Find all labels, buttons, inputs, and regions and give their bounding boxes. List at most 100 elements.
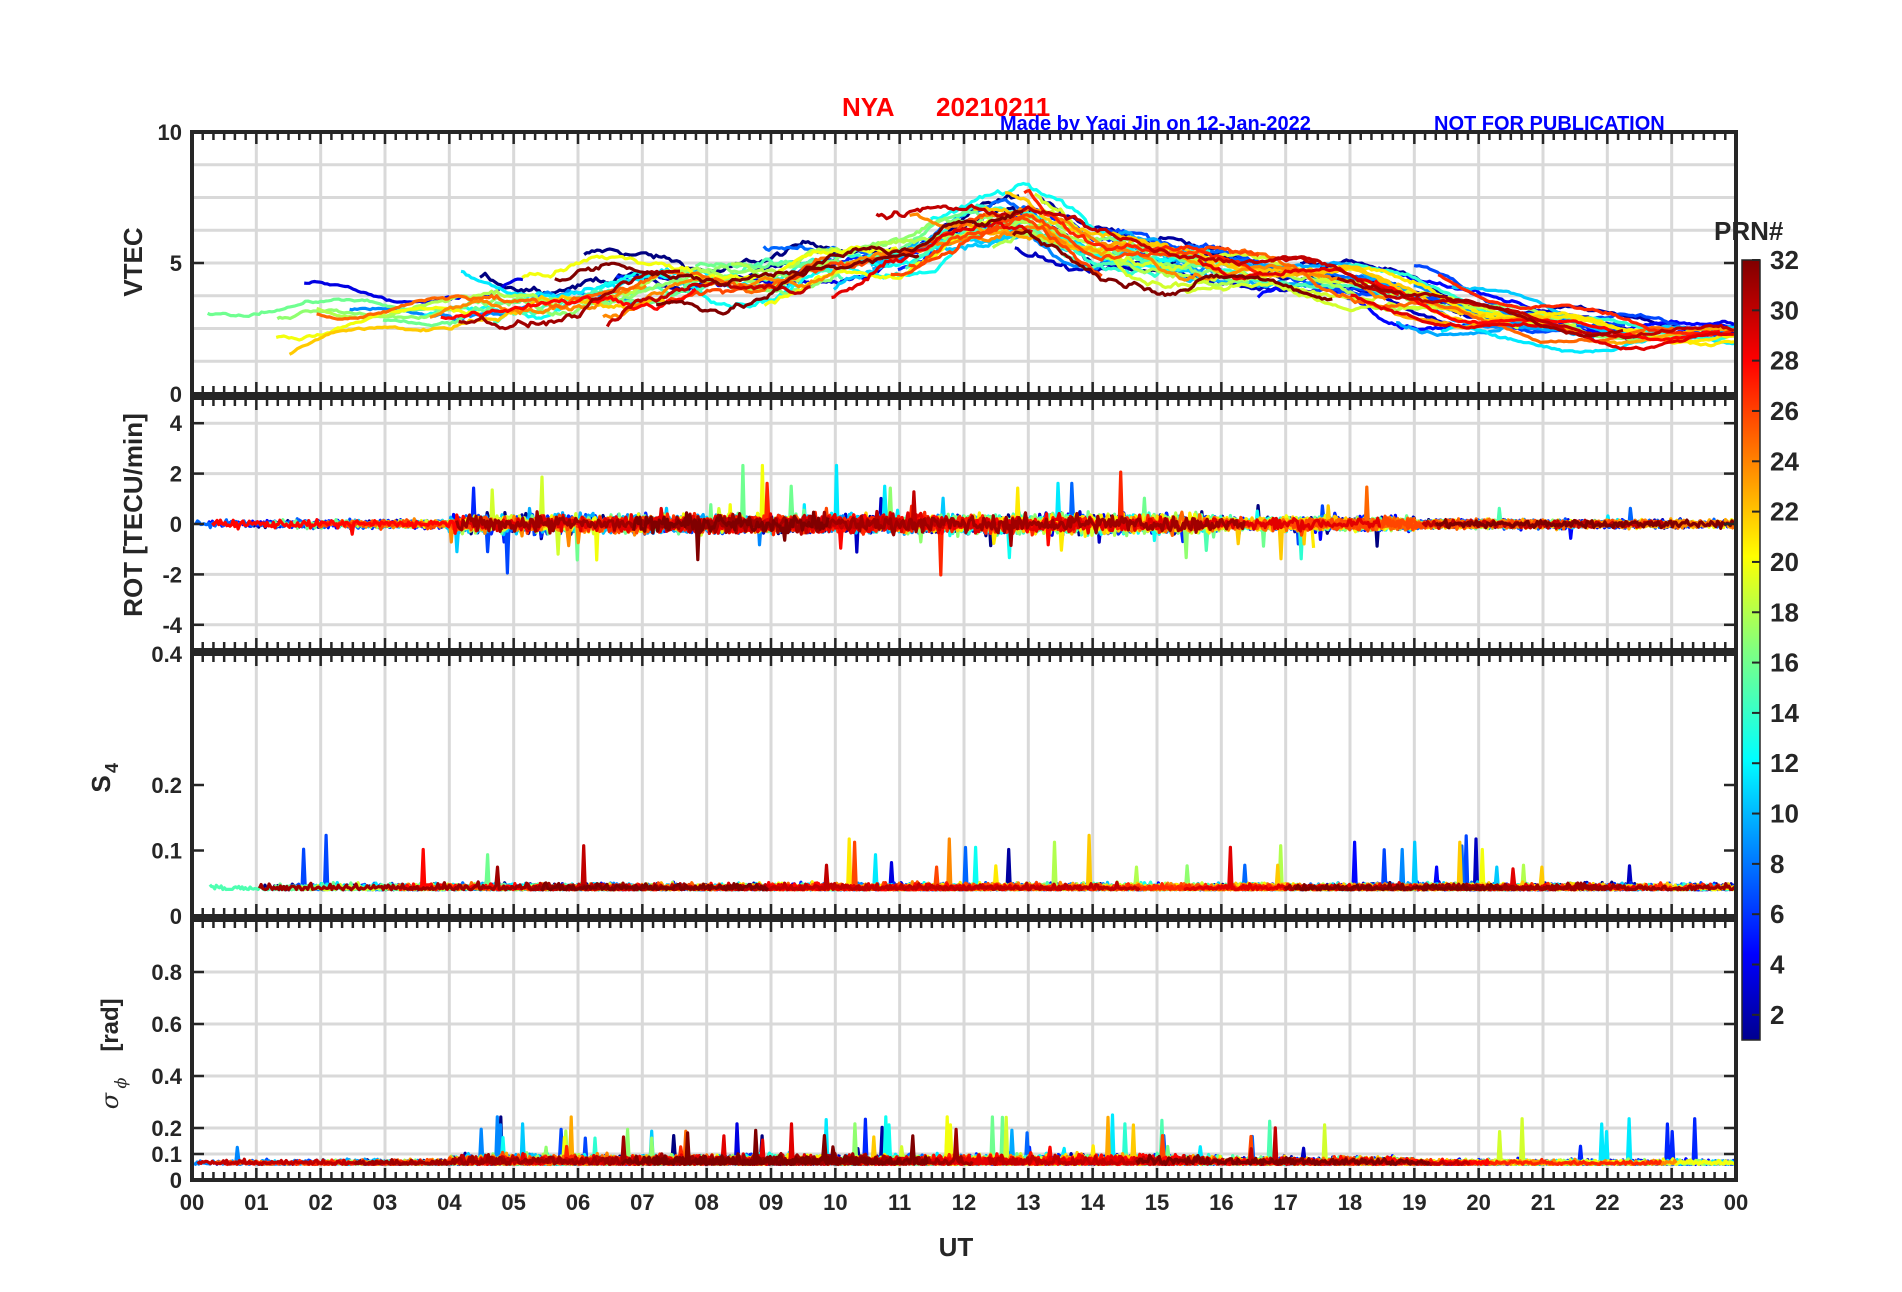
series-line-prn-29 — [831, 220, 1033, 300]
colorbar-tick-label: 14 — [1770, 698, 1799, 728]
series-line-prn-26 — [890, 215, 1103, 278]
x-tick-label: 10 — [823, 1190, 847, 1215]
svg-text:[rad]: [rad] — [97, 998, 124, 1051]
y-tick-label: -4 — [162, 613, 182, 638]
xlabel: UT — [939, 1232, 974, 1262]
x-tick-label: 05 — [501, 1190, 525, 1215]
x-tick-label: 18 — [1338, 1190, 1362, 1215]
y-tick-label: 0.2 — [151, 773, 182, 798]
y-tick-label: -2 — [162, 562, 182, 587]
series-line-prn-30 — [875, 203, 1317, 267]
y-tick-label: 0.1 — [151, 839, 182, 864]
series-line-prn-22 — [288, 294, 674, 356]
series-line-prn-20 — [521, 245, 901, 282]
colorbar-tick-label: 10 — [1770, 799, 1799, 829]
x-tick-label: 16 — [1209, 1190, 1233, 1215]
x-tick-label: 12 — [952, 1190, 976, 1215]
series-line-prn-28 — [211, 513, 467, 536]
series-line-prn-32 — [554, 209, 1024, 287]
ylabel-vtec: VTEC — [118, 227, 148, 297]
series-line-prn-28 — [1373, 279, 1721, 342]
x-tick-label: 02 — [308, 1190, 332, 1215]
x-tick-label: 14 — [1080, 1190, 1105, 1215]
colorbar-tick-label: 16 — [1770, 648, 1799, 678]
panel-vtec: 0 5 10 — [158, 120, 1738, 407]
x-tick-label: 21 — [1531, 1190, 1555, 1215]
series-line-prn-31 — [708, 510, 1246, 547]
series-line-prn-32 — [633, 1128, 884, 1166]
colorbar-tick-label: 20 — [1770, 547, 1799, 577]
credit-text: Made by Yaqi Jin on 12-Jan-2022 — [1000, 113, 1311, 135]
y-tick-label: 4 — [170, 411, 183, 436]
colorbar-tick-label: 6 — [1770, 899, 1784, 929]
series-group — [194, 463, 1738, 577]
x-tick-label: 19 — [1402, 1190, 1426, 1215]
colorbar-tick-label: 26 — [1770, 396, 1799, 426]
svg-text:S: S — [86, 775, 116, 792]
series-line-prn-32 — [539, 881, 769, 892]
panel-s4: 0 0.1 0.2 0.4 — [151, 642, 1738, 929]
y-tick-label: 5 — [170, 251, 182, 276]
title-date: 20210211 — [936, 92, 1050, 122]
colorbar-tick-label: 32 — [1770, 245, 1799, 275]
colorbar-tick-label: 18 — [1770, 597, 1799, 627]
panel-sigma: 00.10.2 0.4 0.6 0.8 — [151, 918, 1738, 1193]
x-tick-label: 00 — [1724, 1190, 1748, 1215]
x-tick-label: 15 — [1145, 1190, 1169, 1215]
ylabel-sigma: σ ϕ [rad] — [96, 998, 130, 1109]
panel-rot: -4 -2 0 2 4 — [162, 396, 1738, 652]
x-tick-label: 08 — [694, 1190, 718, 1215]
colorbar-tick-label: 30 — [1770, 295, 1799, 325]
series-line-prn-32 — [631, 510, 830, 562]
colorbar — [1741, 259, 1761, 1041]
x-tick-label: 01 — [244, 1190, 268, 1215]
x-tick-label: 11 — [888, 1190, 911, 1215]
series-line-prn-32 — [1293, 881, 1503, 892]
series-line-prn-31 — [458, 269, 681, 331]
series-line-prn-30 — [851, 880, 1141, 892]
y-tick-label: 2 — [170, 462, 182, 487]
colorbar-tick-label: 22 — [1770, 497, 1799, 527]
title-station: NYA — [842, 92, 895, 122]
ylabel-rot: ROT [TECU/min] — [118, 413, 148, 617]
series-line-prn-25 — [1228, 248, 1676, 344]
series-line-prn-27 — [1023, 188, 1261, 276]
ylabel-s4: S 4 — [86, 763, 122, 793]
series-line-prn-27 — [1437, 273, 1735, 337]
series-line-prn-24 — [602, 225, 1067, 320]
x-tick-label: 06 — [566, 1190, 590, 1215]
series-line-prn-32 — [1011, 229, 1333, 302]
svg-text:σ: σ — [96, 1092, 124, 1109]
colorbar-label: PRN# — [1714, 216, 1784, 246]
colorbar-tick-label: 28 — [1770, 346, 1799, 376]
y-tick-label: 0 — [170, 904, 182, 929]
x-tick-labels: 00 01 02 03 04 05 06 07 08 09 10 11 12 13 14 15 16 17 18 19… — [180, 1190, 1748, 1215]
series-group — [208, 833, 1738, 892]
series-line-prn-22 — [1005, 191, 1552, 326]
series-group — [192, 1113, 1738, 1166]
y-tick-label: 10 — [158, 120, 182, 145]
colorbar-tick-label: 8 — [1770, 849, 1784, 879]
x-tick-label: 00 — [180, 1190, 204, 1215]
y-tick-label: 0.6 — [151, 1012, 182, 1037]
y-tick-label: 0.2 — [151, 1116, 182, 1141]
colorbar-tick-label: 12 — [1770, 748, 1799, 778]
y-tick-label: 0.1 — [151, 1142, 182, 1167]
x-tick-label: 23 — [1659, 1190, 1683, 1215]
x-tick-label: 04 — [437, 1190, 462, 1215]
x-tick-label: 20 — [1466, 1190, 1490, 1215]
y-tick-label: 0 — [170, 1168, 182, 1193]
colorbar-tick-label: 2 — [1770, 1000, 1784, 1030]
series-line-prn-32 — [1434, 518, 1737, 530]
colorbar-tick-label: 24 — [1770, 446, 1799, 476]
series-line-prn-32 — [656, 252, 920, 316]
svg-text:ϕ: ϕ — [111, 1077, 130, 1088]
series-line-prn-32 — [1135, 1153, 1431, 1166]
series-line-prn-28 — [440, 287, 697, 320]
y-tick-label: 0.4 — [151, 642, 182, 667]
series-line-prn-31 — [1336, 276, 1624, 338]
x-tick-label: 22 — [1595, 1190, 1619, 1215]
y-tick-label: 0 — [170, 382, 182, 407]
